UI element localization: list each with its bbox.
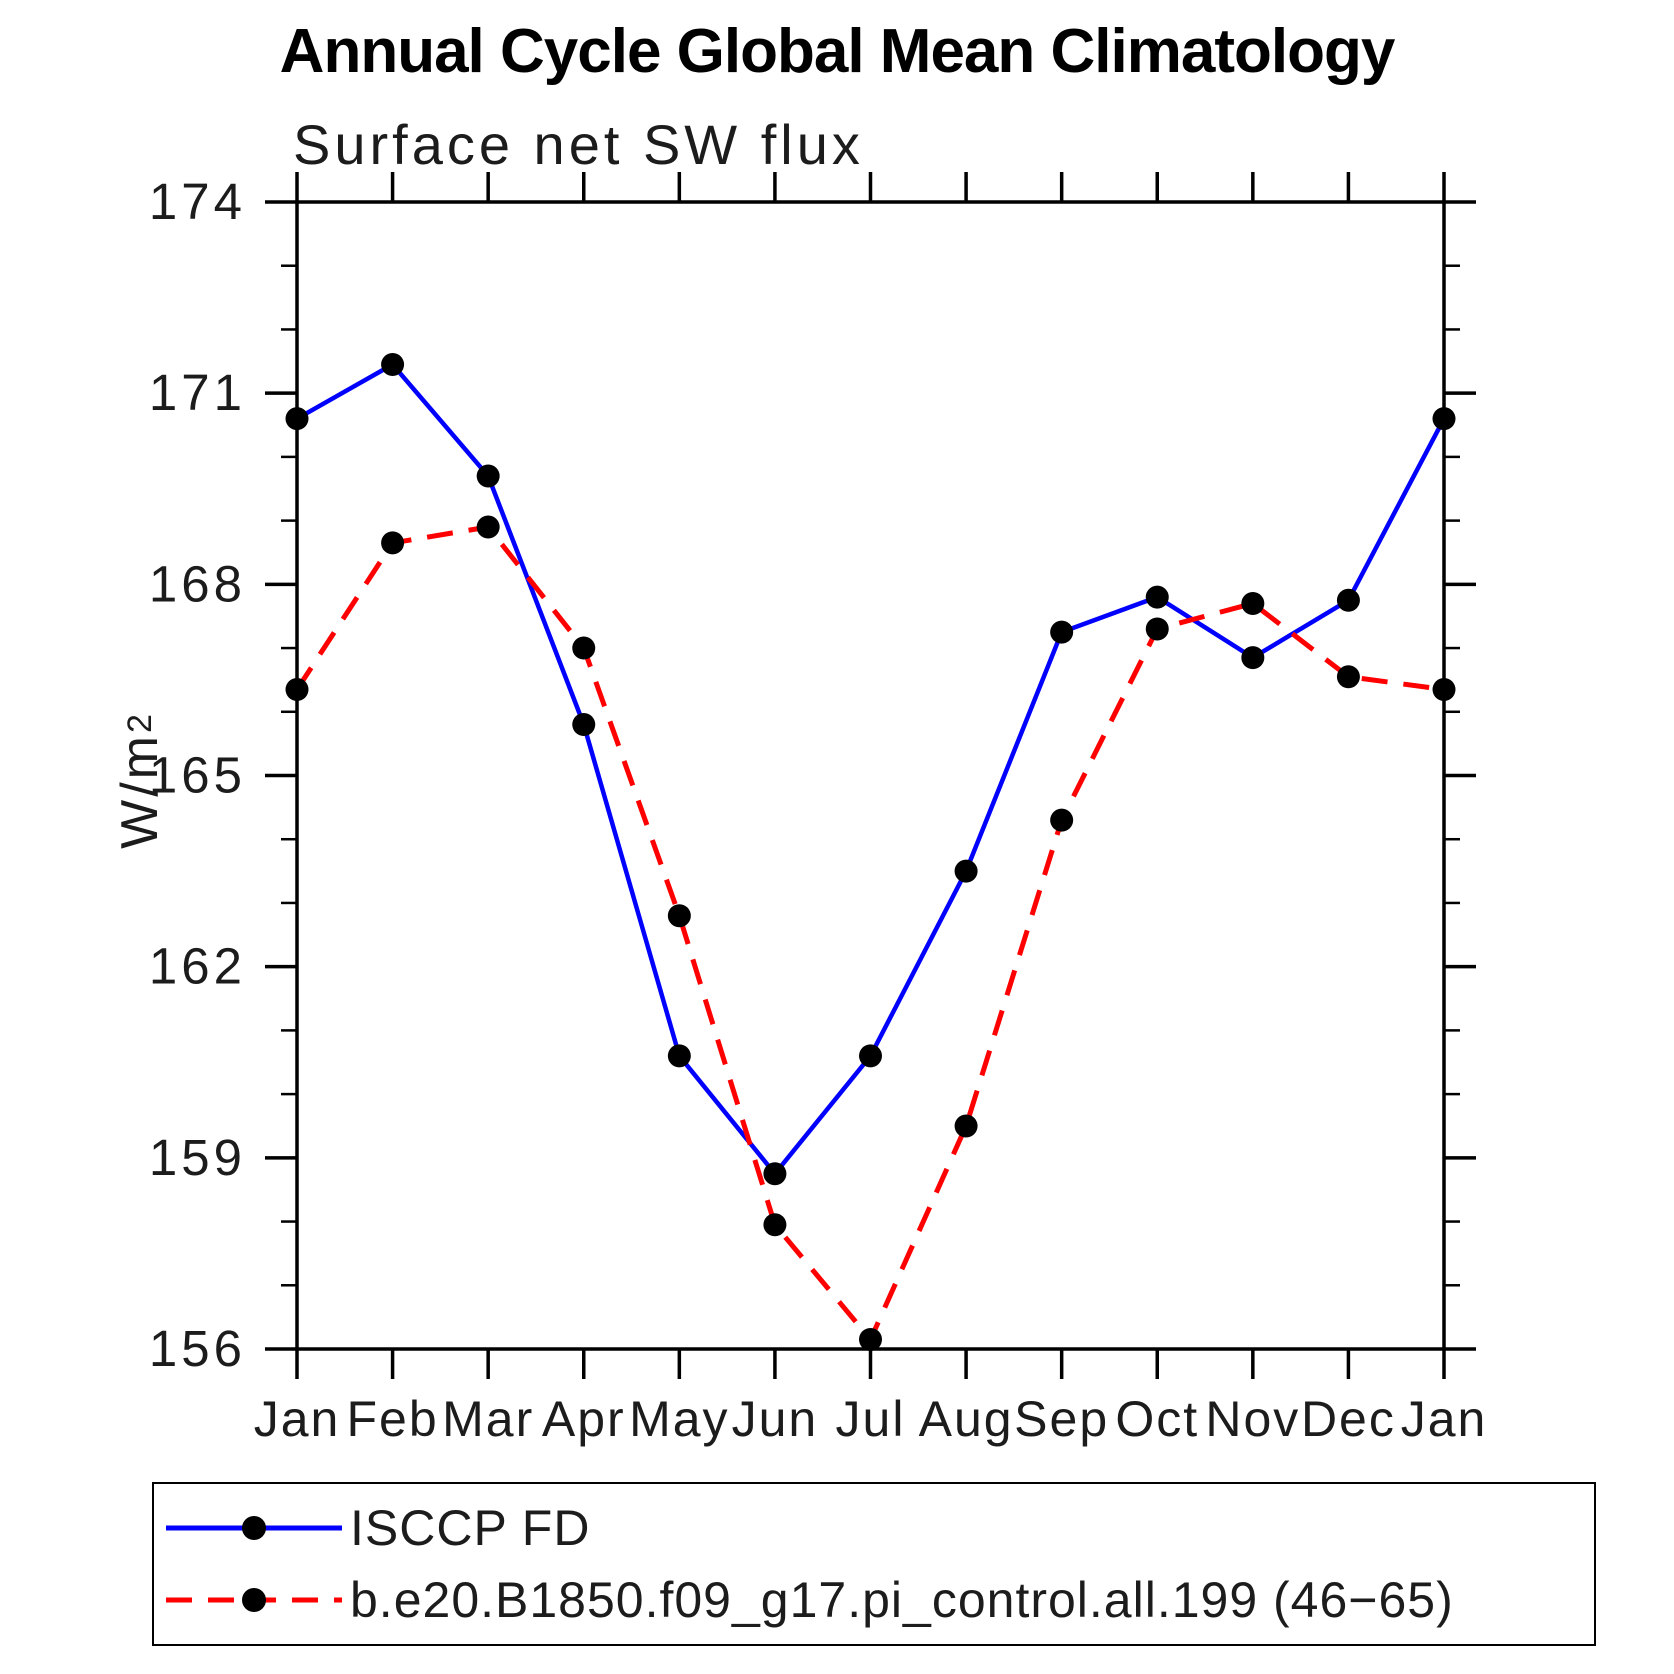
data-point-1 [1050,808,1074,832]
data-point-1 [1241,591,1265,615]
data-point-0 [1241,646,1265,670]
data-point-1 [954,1114,978,1138]
data-point-0 [1050,620,1074,644]
legend-label-model: b.e20.B1850.f09_g17.pi_control.all.199 (… [350,1572,1454,1628]
x-tick-label: May [629,1391,729,1447]
legend-swatch-solid-line [166,1516,342,1540]
data-point-1 [1336,665,1360,689]
data-point-0 [476,464,500,488]
data-point-0 [285,407,309,431]
data-point-1 [859,1327,882,1351]
panel-subtitle: Surface net SW flux [293,113,864,176]
data-point-0 [667,1044,691,1068]
data-point-0 [572,713,596,737]
data-point-0 [1145,585,1169,609]
data-point-0 [381,352,405,376]
data-point-1 [1432,677,1456,701]
data-point-0 [1432,407,1456,431]
y-tick-label: 171 [149,364,246,421]
x-tick-label: Jan [1401,1391,1488,1447]
data-point-0 [1336,588,1360,612]
x-tick-label: Jul [836,1391,906,1447]
x-tick-label: Jan [254,1391,341,1447]
data-point-1 [572,636,596,660]
y-tick-label: 165 [149,747,246,804]
legend-label-isccp: ISCCP FD [350,1500,591,1556]
x-tick-label: Jun [732,1391,819,1447]
data-point-1 [476,515,500,539]
data-point-1 [1145,617,1169,641]
data-point-0 [763,1162,787,1186]
y-tick-label: 168 [149,555,246,612]
x-tick-label: Feb [346,1391,438,1447]
legend: ISCCP FD b.e20.B1850.f09_g17.pi_control.… [152,1482,1596,1646]
legend-item-model: b.e20.B1850.f09_g17.pi_control.all.199 (… [164,1568,1594,1632]
x-tick-label: Oct [1115,1391,1199,1447]
chart-title: Annual Cycle Global Mean Climatology [279,17,1396,86]
x-tick-label: Mar [442,1391,534,1447]
y-tick-label: 156 [149,1320,246,1377]
data-point-1 [763,1213,787,1237]
y-tick-label: 174 [149,173,246,230]
data-point-1 [285,677,309,701]
x-tick-label: Apr [542,1391,626,1447]
data-point-1 [667,904,691,928]
legend-swatch-dashed-line [166,1588,342,1612]
series-line-1 [294,524,1445,1345]
x-tick-label: Nov [1205,1391,1300,1447]
axis-box [295,200,1446,1351]
x-tick-label: Dec [1301,1391,1396,1447]
data-point-1 [381,531,405,555]
data-point-0 [859,1044,882,1068]
data-point-0 [954,859,978,883]
x-tick-label: Aug [919,1391,1014,1447]
x-tick-label: Sep [1014,1391,1109,1447]
y-tick-label: 159 [149,1129,246,1186]
y-tick-label: 162 [149,938,246,995]
legend-item-isccp: ISCCP FD [164,1496,1594,1560]
